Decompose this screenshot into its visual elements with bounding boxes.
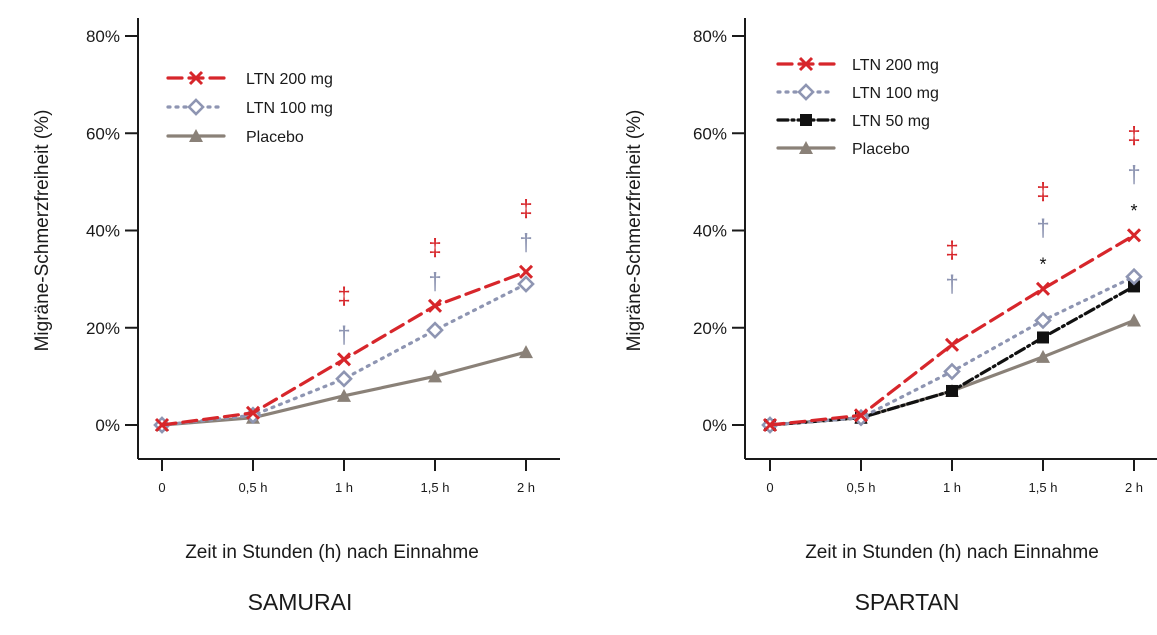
legend-label: Placebo <box>246 129 304 146</box>
data-point <box>944 337 960 352</box>
significance-marker: ‡ <box>337 283 350 310</box>
data-point <box>245 405 261 420</box>
legend: LTN 200 mg LTN 100 mg LTN 50 mg Placebo <box>776 56 939 158</box>
data-point <box>427 298 443 313</box>
y-tick-label: 20% <box>693 319 727 338</box>
x-axis-label: Zeit in Stunden (h) nach Einnahme <box>185 542 479 563</box>
x-axis-label: Zeit in Stunden (h) nach Einnahme <box>805 542 1099 563</box>
legend-item: Placebo <box>776 141 910 158</box>
legend-item: LTN 200 mg <box>776 56 939 74</box>
series-line <box>768 284 1136 427</box>
series-ltn-50-mg <box>764 280 1140 431</box>
legend-marker <box>189 129 203 142</box>
data-point <box>762 417 778 433</box>
data-point <box>1126 228 1142 243</box>
significance-marker: † <box>945 271 958 298</box>
y-tick-label: 40% <box>86 222 120 241</box>
y-axis-label: Migräne-Schmerzfreiheit (%) <box>624 110 645 352</box>
y-tick-label: 60% <box>86 124 120 143</box>
significance-marker: † <box>337 322 350 349</box>
legend-label: LTN 200 mg <box>852 57 939 74</box>
chart-panel-2: 0% 20% 40% 60% 80% 0 0,5 h 1 h 1,5 h 2 h Zeit in S… <box>624 18 1157 615</box>
y-tick-label: 20% <box>86 319 120 338</box>
y-tick-label: 60% <box>693 124 727 143</box>
series-ltn-200-mg <box>154 264 534 433</box>
legend-marker <box>799 141 813 154</box>
data-point <box>154 417 170 433</box>
significance-marker: † <box>1127 162 1140 189</box>
legend-marker <box>187 98 205 116</box>
data-point <box>336 352 352 367</box>
data-point <box>1034 311 1052 330</box>
legend-label: LTN 100 mg <box>246 100 333 117</box>
x-tick-label: 0 <box>766 480 773 495</box>
legend-item: LTN 200 mg <box>166 70 333 88</box>
legend: LTN 200 mg LTN 100 mg Placebo <box>166 70 333 146</box>
significance-marker: ‡ <box>945 237 958 264</box>
data-point <box>1035 281 1051 296</box>
legend-item: LTN 100 mg <box>776 83 939 102</box>
legend-marker <box>798 56 814 72</box>
legend-marker <box>188 70 204 86</box>
data-point <box>946 384 958 397</box>
legend-label: Placebo <box>852 141 910 158</box>
data-point <box>1127 313 1141 327</box>
x-tick-label: 1,5 h <box>421 480 450 495</box>
significance-marker: ‡ <box>1127 123 1140 150</box>
series-line <box>160 350 528 427</box>
significance-marker: † <box>1036 215 1049 242</box>
data-point <box>517 275 535 293</box>
data-point <box>426 321 444 340</box>
significance-marker: † <box>428 269 441 296</box>
legend-item: Placebo <box>166 129 304 146</box>
chart-panel-1: 0% 20% 40% 60% 80% 0 0,5 h 1 h 1,5 h 2 h Zeit in S… <box>32 18 560 615</box>
legend-item: LTN 50 mg <box>776 113 930 130</box>
data-point <box>428 369 442 383</box>
y-tick-label: 80% <box>693 27 727 46</box>
significance-marker: * <box>1039 255 1046 275</box>
legend-label: LTN 50 mg <box>852 113 930 130</box>
x-tick-label: 1,5 h <box>1029 480 1058 495</box>
series-line <box>160 282 528 427</box>
data-point <box>337 388 351 402</box>
series-ltn-200-mg <box>762 228 1142 433</box>
data-point <box>1036 349 1050 363</box>
chart-title: SAMURAI <box>248 589 353 615</box>
x-tick-label: 1 h <box>335 480 353 495</box>
chart-title: SPARTAN <box>855 589 960 615</box>
series-line <box>768 233 1136 427</box>
legend-item: LTN 100 mg <box>166 98 333 117</box>
data-point <box>519 345 533 359</box>
significance-marker: ‡ <box>428 235 441 262</box>
legend-label: LTN 200 mg <box>246 71 333 88</box>
x-tick-label: 2 h <box>517 480 535 495</box>
y-axis-label: Migräne-Schmerzfreiheit (%) <box>32 110 53 352</box>
series-line <box>768 275 1136 427</box>
x-tick-label: 1 h <box>943 480 961 495</box>
data-point <box>943 362 961 381</box>
data-point <box>853 408 869 423</box>
data-point <box>1037 331 1049 344</box>
significance-marker: ‡ <box>519 196 532 223</box>
significance-marker: * <box>1130 201 1137 221</box>
data-point <box>335 369 353 388</box>
data-point <box>1128 280 1140 293</box>
y-tick-label: 0% <box>702 416 727 435</box>
x-tick-label: 0,5 h <box>847 480 876 495</box>
y-tick-label: 0% <box>95 416 120 435</box>
x-tick-label: 2 h <box>1125 480 1143 495</box>
data-point <box>1125 267 1143 286</box>
significance-marker: ‡ <box>1036 179 1049 206</box>
legend-label: LTN 100 mg <box>852 85 939 102</box>
data-point <box>518 264 534 279</box>
y-tick-label: 40% <box>693 222 727 241</box>
y-tick-label: 80% <box>86 27 120 46</box>
significance-marker: † <box>519 230 532 257</box>
legend-marker <box>800 114 812 126</box>
x-tick-label: 0 <box>158 480 165 495</box>
legend-marker <box>797 83 815 101</box>
x-tick-label: 0,5 h <box>239 480 268 495</box>
